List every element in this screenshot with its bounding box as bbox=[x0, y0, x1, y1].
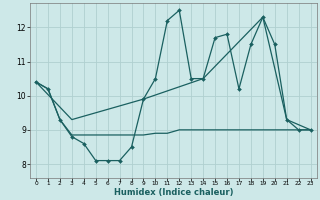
X-axis label: Humidex (Indice chaleur): Humidex (Indice chaleur) bbox=[114, 188, 233, 197]
